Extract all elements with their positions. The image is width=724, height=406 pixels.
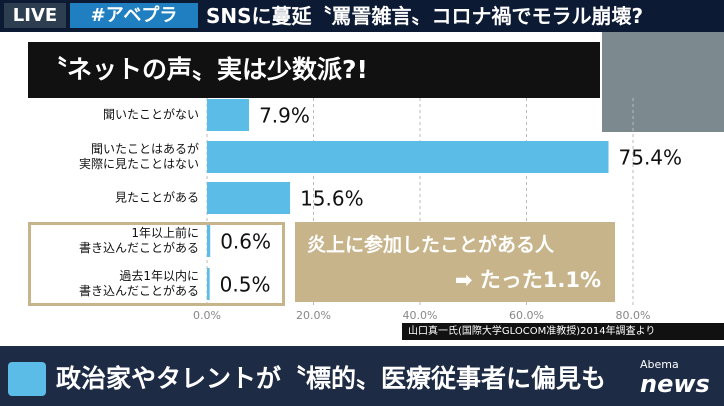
category-label: 過去1年以内に 書き込んだことがある (78, 269, 199, 298)
category-label: 見たことがある (114, 190, 199, 205)
annotation-box: 炎上に参加したことがある人 ➡ たった1.1% (295, 222, 615, 302)
logo: news (640, 370, 710, 398)
value-label: 0.5% (220, 273, 271, 297)
group-box (28, 222, 285, 306)
annotation: 炎上に参加したことがある人 (307, 234, 555, 256)
hashtag: #アベプラ (70, 3, 198, 28)
x-tick-label: 20.0% (296, 309, 331, 322)
value-label: 0.6% (220, 230, 271, 254)
bar (207, 268, 210, 300)
source: 山口真一氏(国際大学GLOCOM准教授)2014年調査より (402, 323, 724, 340)
value-label: 7.9% (259, 104, 310, 128)
bar (207, 141, 609, 173)
headline: SNSに蔓延〝罵詈雑言〟コロナ禍でモラル崩壊? (206, 4, 644, 28)
logo: Abema (640, 358, 679, 371)
category-label: 聞いたことはあるが 実際に見たことはない (78, 142, 199, 171)
icon (8, 362, 46, 396)
x-tick-label: 0.0% (193, 309, 221, 322)
category-label: 1年以上前に 書き込んだことがある (78, 226, 199, 255)
x-tick-label: 80.0% (616, 309, 651, 322)
bar (207, 99, 250, 131)
x-tick-label: 60.0% (509, 309, 544, 322)
value-label: 15.6% (300, 187, 364, 211)
bar (207, 225, 211, 257)
caption: 政治家やタレントが〝標的〟医療従事者に偏見も (56, 364, 607, 393)
chart-title: 〝ネットの声〟実は少数派?! (28, 42, 600, 98)
value-label: 75.4% (619, 146, 683, 170)
x-tick-label: 40.0% (403, 309, 438, 322)
category-label: 聞いたことがない (102, 107, 199, 122)
annotation: ➡ たった1.1% (454, 268, 601, 292)
bar (207, 182, 291, 214)
live-badge: LIVE (4, 3, 66, 28)
guest-photo (602, 32, 724, 132)
